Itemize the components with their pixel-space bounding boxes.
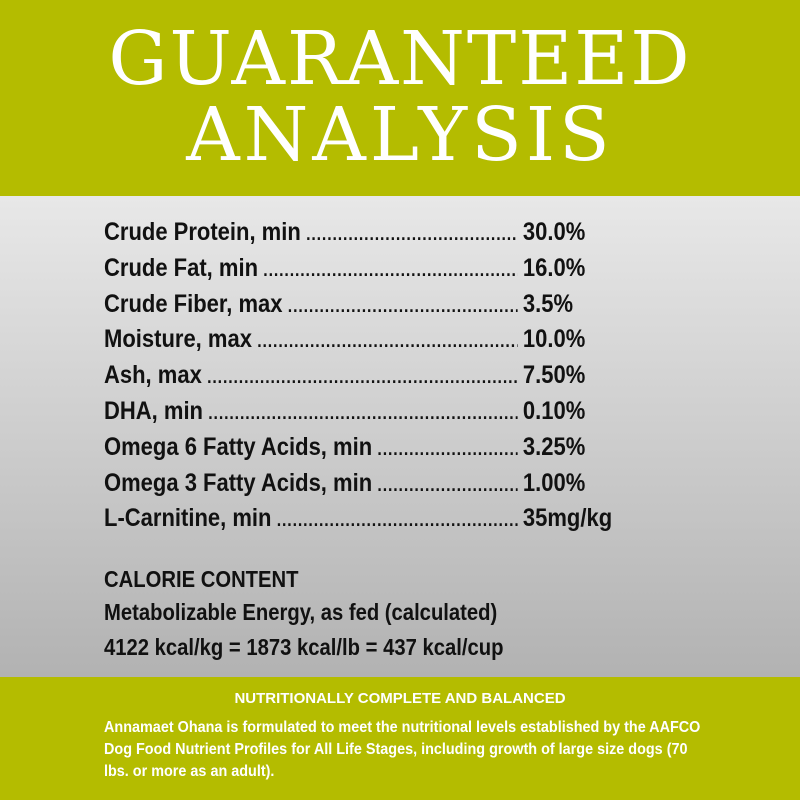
analysis-row: Crude Protein, min......................… <box>104 218 632 252</box>
nutrient-value: 3.5% <box>522 289 574 318</box>
nutrient-value: 0.10% <box>522 397 586 425</box>
analysis-panel: Crude Protein, min......................… <box>0 196 800 677</box>
nutrient-value: 35mg/kg <box>522 504 613 533</box>
title-line-1: GUARANTEED <box>108 16 692 102</box>
leader-dots: ........................................… <box>306 224 518 244</box>
nutrient-label: Omega 6 Fatty Acids, min <box>104 432 373 461</box>
footer-heading: NUTRITIONALLY COMPLETE AND BALANCED <box>234 690 566 707</box>
calorie-values: 4122 kcal/kg = 1873 kcal/lb = 437 kcal/c… <box>104 634 504 660</box>
leader-dots: ........................................… <box>208 403 518 423</box>
leader-dots: ........................................… <box>207 367 518 388</box>
analysis-row: Crude Fat, min..........................… <box>104 254 632 288</box>
leader-dots: ........................................… <box>377 438 517 459</box>
nutrient-value: 3.25% <box>522 432 586 461</box>
nutrient-label: Ash, max <box>104 361 202 390</box>
analysis-row: DHA, min................................… <box>104 397 632 431</box>
nutrient-value: 30.0% <box>522 218 586 246</box>
leader-dots: ........................................… <box>287 295 518 316</box>
analysis-row: Ash, max................................… <box>104 361 632 395</box>
analysis-row: Omega 6 Fatty Acids, min................… <box>104 433 632 467</box>
analysis-row: L-Carnitine, min........................… <box>104 504 632 538</box>
nutrient-value: 1.00% <box>522 468 586 497</box>
calorie-heading: CALORIE CONTENT <box>104 566 299 592</box>
nutrient-label: Crude Fat, min <box>104 253 259 282</box>
analysis-row: Moisture, max...........................… <box>104 325 632 359</box>
leader-dots: ........................................… <box>257 331 517 352</box>
analysis-row: Omega 3 Fatty Acids, min................… <box>104 469 632 503</box>
header-banner: GUARANTEED ANALYSIS <box>0 0 800 196</box>
footer-text: Annamaet Ohana is formulated to meet the… <box>104 719 701 780</box>
nutrient-value: 10.0% <box>522 325 586 354</box>
leader-dots: ........................................… <box>377 474 517 495</box>
nutrient-label: Omega 3 Fatty Acids, min <box>104 468 373 497</box>
nutrient-value: 7.50% <box>522 361 586 390</box>
footer-banner: NUTRITIONALLY COMPLETE AND BALANCED Anna… <box>0 677 800 800</box>
nutrient-label: L-Carnitine, min <box>104 504 272 533</box>
analysis-row: Crude Fiber, max........................… <box>104 290 632 324</box>
leader-dots: ........................................… <box>276 510 518 531</box>
leader-dots: ........................................… <box>263 259 517 280</box>
nutrient-label: Crude Protein, min <box>104 218 301 246</box>
nutrient-label: Moisture, max <box>104 325 252 354</box>
calorie-subheading: Metabolizable Energy, as fed (calculated… <box>104 599 498 625</box>
title-line-2: ANALYSIS <box>186 92 614 178</box>
nutrient-label: Crude Fiber, max <box>104 289 283 318</box>
nutrient-value: 16.0% <box>522 253 586 282</box>
nutrient-label: DHA, min <box>104 397 203 425</box>
